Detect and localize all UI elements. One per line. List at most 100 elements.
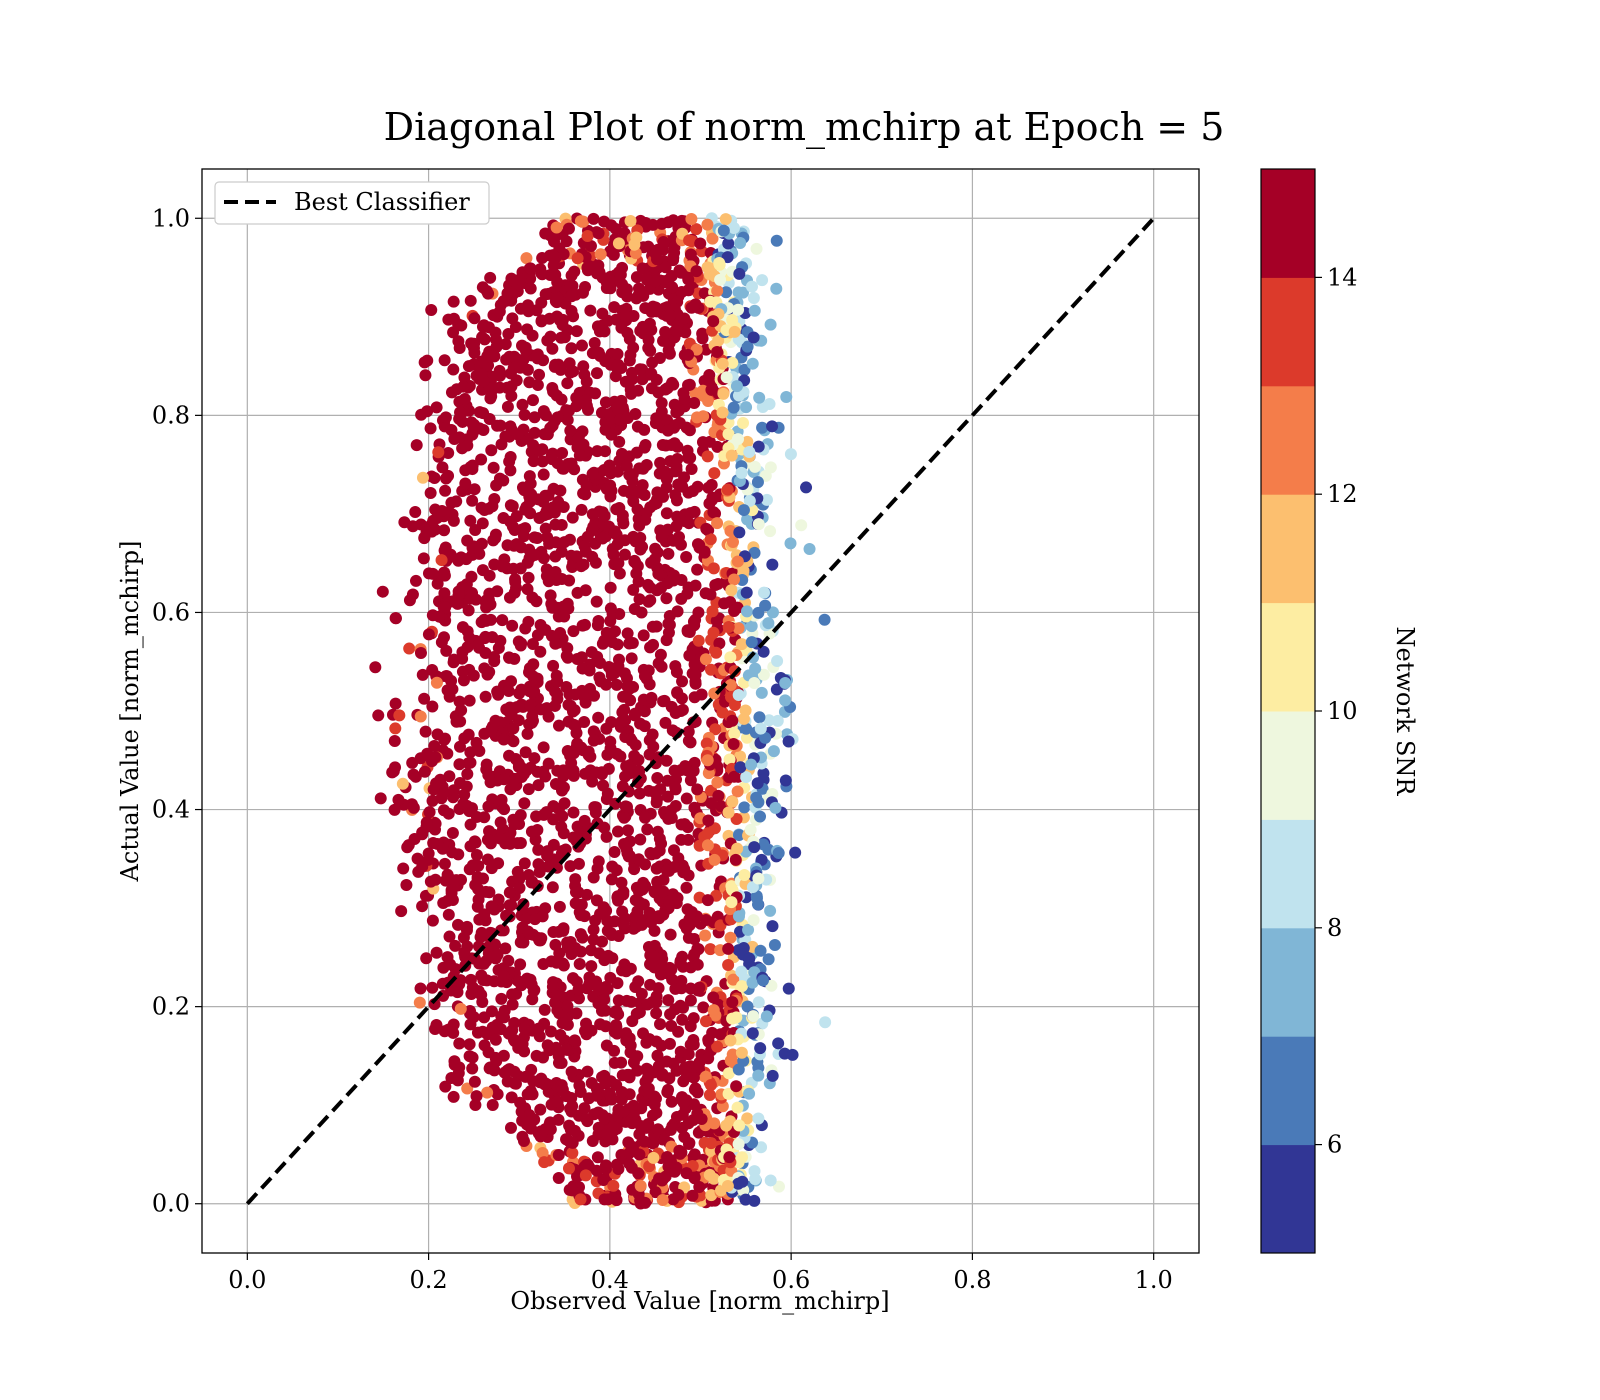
data-point	[457, 380, 470, 393]
data-point	[414, 710, 427, 723]
data-point	[554, 1029, 567, 1042]
legend-box	[214, 181, 490, 225]
data-point	[751, 476, 764, 489]
data-point	[747, 331, 760, 344]
data-point	[660, 481, 673, 494]
data-point	[610, 361, 623, 374]
data-point	[566, 1184, 579, 1197]
data-point	[748, 546, 761, 559]
y-axis-label: Actual Value [norm_mchirp]	[116, 541, 144, 883]
data-point	[610, 313, 623, 326]
data-point	[577, 438, 590, 451]
data-point	[650, 253, 663, 266]
data-point	[533, 512, 546, 525]
data-point	[611, 465, 624, 478]
data-point	[675, 818, 688, 831]
data-point	[588, 689, 601, 702]
data-point	[462, 728, 475, 741]
data-point	[473, 745, 486, 758]
data-point	[598, 463, 611, 476]
data-point	[528, 549, 541, 562]
data-point	[501, 400, 514, 413]
data-point	[572, 992, 585, 1005]
data-point	[685, 212, 698, 225]
data-point	[549, 637, 562, 650]
data-point	[707, 562, 720, 575]
data-point	[464, 746, 477, 759]
data-point	[713, 637, 726, 650]
data-point	[389, 722, 402, 735]
data-point	[466, 981, 479, 994]
data-point	[772, 1037, 785, 1050]
data-point	[571, 653, 584, 666]
data-point	[376, 585, 389, 598]
data-point	[568, 1034, 581, 1047]
data-point	[628, 709, 641, 722]
data-point	[652, 386, 665, 399]
data-point	[646, 218, 659, 231]
data-point	[464, 514, 477, 527]
data-point	[596, 935, 609, 948]
data-point	[514, 958, 527, 971]
data-point	[634, 531, 647, 544]
data-point	[517, 1031, 530, 1044]
data-point	[638, 670, 651, 683]
data-point	[551, 1095, 564, 1108]
data-point	[605, 716, 618, 729]
data-point	[448, 432, 461, 445]
legend: Best Classifier	[214, 181, 490, 225]
data-point	[447, 326, 460, 339]
data-point	[497, 970, 510, 983]
data-point	[532, 444, 545, 457]
data-point	[606, 952, 619, 965]
data-point	[465, 570, 478, 583]
data-point	[501, 539, 514, 552]
data-point	[683, 1136, 696, 1149]
data-point	[507, 361, 520, 374]
data-point	[592, 614, 605, 627]
data-point	[725, 896, 738, 909]
data-point	[704, 663, 717, 676]
data-point	[638, 423, 651, 436]
data-point	[403, 642, 416, 655]
data-point	[624, 214, 637, 227]
data-point	[426, 794, 439, 807]
data-point	[598, 634, 611, 647]
data-point	[557, 600, 570, 613]
data-point	[732, 622, 745, 635]
data-point	[699, 929, 712, 942]
data-point	[670, 325, 683, 338]
data-point	[589, 806, 602, 819]
data-point	[704, 295, 717, 308]
data-point	[702, 481, 715, 494]
data-point	[558, 610, 571, 623]
data-point	[644, 594, 657, 607]
data-point	[747, 291, 760, 304]
data-point	[427, 837, 440, 850]
data-point	[705, 1189, 718, 1202]
data-point	[475, 988, 488, 1001]
data-point	[533, 865, 546, 878]
data-point	[703, 369, 716, 382]
data-point	[649, 847, 662, 860]
data-point	[481, 1086, 494, 1099]
data-point	[700, 913, 713, 926]
data-point	[541, 531, 554, 544]
data-point	[460, 780, 473, 793]
data-point	[538, 1156, 551, 1169]
data-point	[488, 492, 501, 505]
data-point	[535, 267, 548, 280]
data-point	[515, 698, 528, 711]
data-point	[651, 1049, 664, 1062]
data-point	[520, 252, 533, 265]
data-point	[570, 550, 583, 563]
data-point	[516, 1130, 529, 1143]
data-point	[452, 918, 465, 931]
data-point	[752, 872, 765, 885]
data-point	[459, 477, 472, 490]
data-point	[646, 356, 659, 369]
data-point	[581, 1158, 594, 1171]
data-point	[458, 393, 471, 406]
data-point	[595, 1004, 608, 1017]
data-point	[737, 417, 750, 430]
